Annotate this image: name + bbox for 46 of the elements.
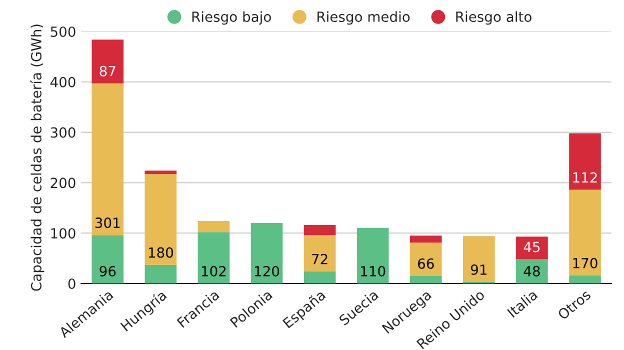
legend-label: Riesgo alto [456,11,532,25]
bar [410,242,442,276]
bar [198,221,230,232]
y-tick-label: 100 [51,228,76,239]
bar [356,228,389,284]
bar [516,236,548,260]
data-label: 45 [524,242,540,252]
bar [410,276,442,284]
data-label: 301 [95,218,120,228]
bar [144,170,177,174]
bar [304,225,336,236]
data-label: 170 [573,258,598,268]
data-label: 110 [361,266,386,276]
bar [198,232,230,284]
bar [304,235,336,272]
bar [569,190,601,276]
y-tick-label: 300 [50,127,76,138]
y-tick-label: 400 [50,76,76,88]
bar [569,275,601,284]
bar [463,236,495,282]
bar [516,259,548,284]
bar [92,40,124,84]
y-tick-label: 0 [68,278,76,289]
y-axis-title: Capacidad de celdas de batería (GWh) [30,24,44,291]
data-label: 112 [573,172,597,182]
data-label: 48 [524,266,540,276]
bar [144,174,177,265]
bar [250,223,283,284]
legend-label: Riesgo medio [318,11,410,25]
bar [92,235,124,284]
bar [410,236,442,243]
data-label: 72 [312,254,328,264]
data-label: 96 [100,266,116,276]
bar [92,83,124,236]
y-tick-label: 200 [50,178,76,188]
data-label: 87 [100,66,116,76]
legend-label: Riesgo bajo [192,11,271,25]
bar [569,133,601,190]
y-tick-label: 500 [50,26,76,37]
data-label: 91 [470,264,486,275]
data-label: 102 [202,266,226,276]
bar [304,271,336,284]
data-label: 180 [148,247,174,258]
data-label: 120 [255,266,280,276]
data-label: 66 [418,258,434,269]
bar [144,264,177,284]
